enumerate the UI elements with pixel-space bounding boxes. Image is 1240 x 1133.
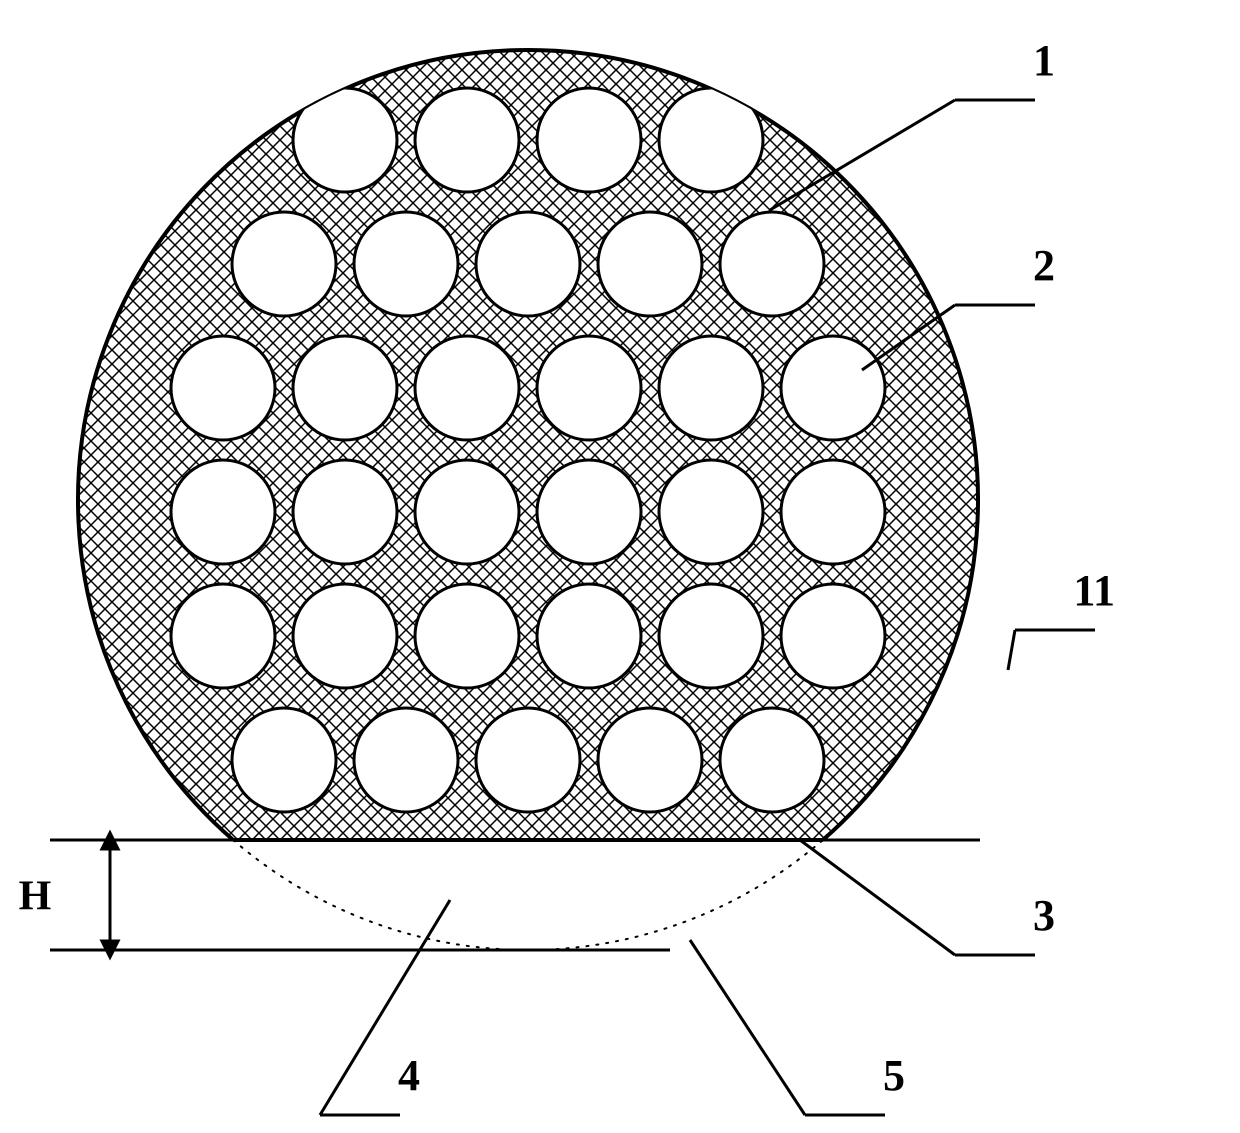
hole [537, 460, 641, 564]
hole [171, 336, 275, 440]
leader-5: 5 [690, 940, 905, 1115]
leader-label-3: 3 [1033, 891, 1055, 940]
leader-11: 11 [1008, 566, 1115, 670]
hole [232, 212, 336, 316]
dim-label-h: H [19, 874, 52, 920]
hole [781, 336, 885, 440]
hole [293, 88, 397, 192]
hole [720, 708, 824, 812]
hole [781, 460, 885, 564]
hole [354, 708, 458, 812]
leader-3: 3 [800, 840, 1055, 955]
hole [659, 584, 763, 688]
leader-label-11: 11 [1073, 566, 1115, 615]
hole [598, 708, 702, 812]
leader-1: 1 [770, 36, 1055, 210]
hole [781, 584, 885, 688]
hole [476, 708, 580, 812]
hole [415, 336, 519, 440]
hole [537, 336, 641, 440]
hole [354, 212, 458, 316]
hole [476, 212, 580, 316]
hole [659, 336, 763, 440]
leader-label-4: 4 [398, 1051, 420, 1100]
hole [171, 584, 275, 688]
leader-label-5: 5 [883, 1051, 905, 1100]
hole [293, 336, 397, 440]
hole [537, 88, 641, 192]
leader-4: 4 [320, 900, 450, 1115]
hole [171, 460, 275, 564]
hole [415, 584, 519, 688]
removed-segment-arc [233, 840, 823, 950]
hole [415, 88, 519, 192]
hole [293, 584, 397, 688]
leader-label-1: 1 [1033, 36, 1055, 85]
hole [537, 584, 641, 688]
hole [659, 88, 763, 192]
hole [598, 212, 702, 316]
hole [659, 460, 763, 564]
hole [293, 460, 397, 564]
leader-label-2: 2 [1033, 241, 1055, 290]
hole [415, 460, 519, 564]
hole [720, 212, 824, 316]
hole [232, 708, 336, 812]
